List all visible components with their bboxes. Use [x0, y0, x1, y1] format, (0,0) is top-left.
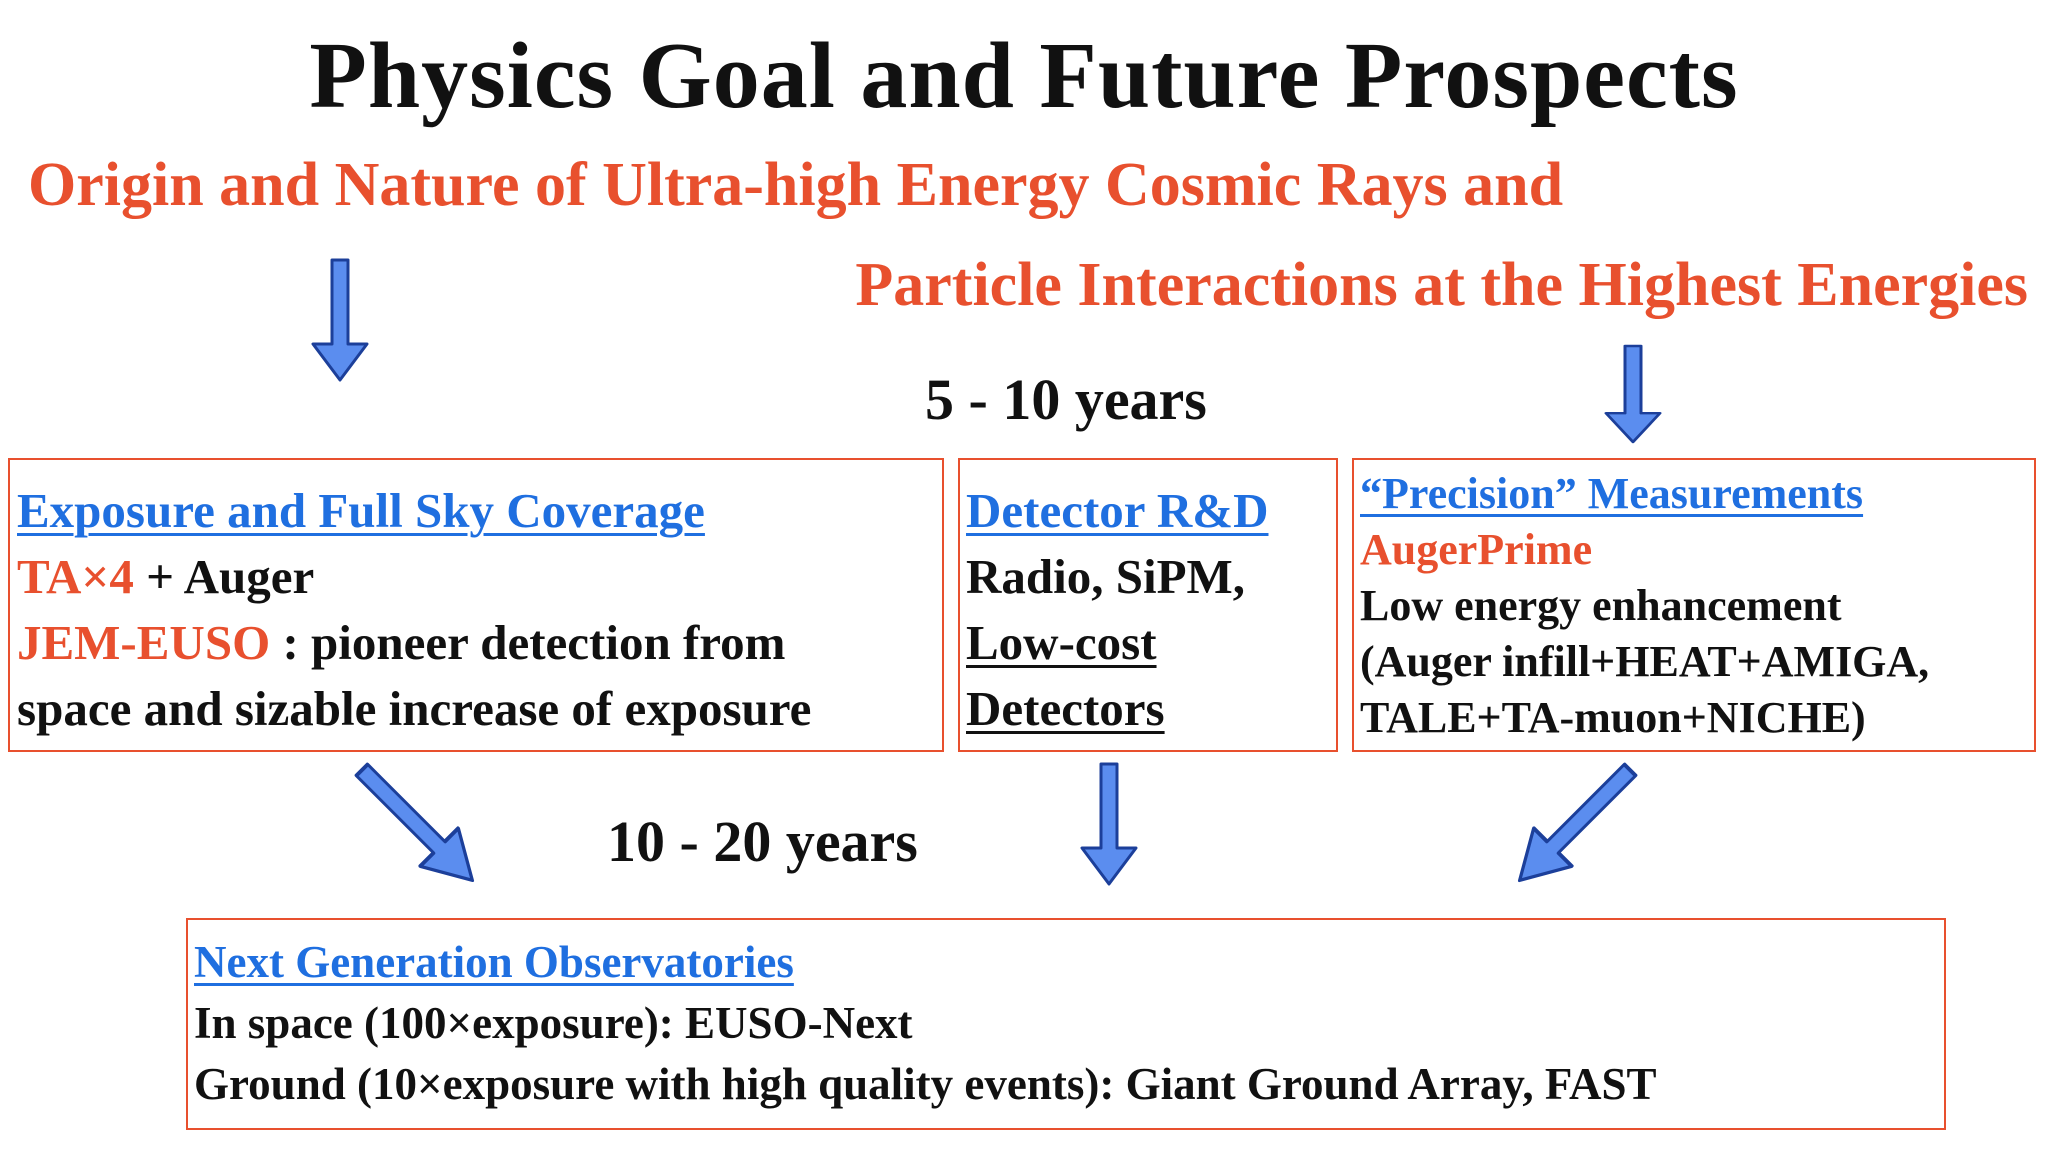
period-5-10-years: 5 - 10 years: [925, 367, 1207, 432]
subtitle-line-1: Origin and Nature of Ultra-high Energy C…: [28, 151, 1564, 219]
period-10-20-years: 10 - 20 years: [607, 809, 918, 874]
next-line-ground: Ground (10×exposure with high quality ev…: [194, 1059, 1657, 1109]
box-exposure: Exposure and Full Sky Coverage TA×4 + Au…: [8, 458, 944, 752]
precision-heading: “Precision” Measurements: [1360, 469, 1864, 518]
precision-line-auger-infill: (Auger infill+HEAT+AMIGA,: [1360, 637, 1930, 686]
slide-title: Physics Goal and Future Prospects: [309, 24, 1739, 128]
arrow-to-exposure: [311, 258, 369, 382]
box-detector: Detector R&D Radio, SiPM, Low-cost Detec…: [958, 458, 1338, 752]
precision-augerprime: AugerPrime: [1360, 525, 1593, 574]
exposure-heading: Exposure and Full Sky Coverage: [17, 483, 705, 538]
subtitle-line-2: Particle Interactions at the Highest Ene…: [855, 251, 2028, 319]
next-heading: Next Generation Observatories: [194, 937, 794, 987]
box-precision: “Precision” Measurements AugerPrime Low …: [1352, 458, 2036, 752]
detector-line-detectors: Detectors: [966, 681, 1165, 736]
precision-line-tale: TALE+TA-muon+NICHE): [1360, 693, 1866, 742]
arrow-exposure-to-next: [341, 749, 494, 902]
exposure-line-ta: TA×4 + Auger: [17, 544, 314, 610]
next-line-space: In space (100×exposure): EUSO-Next: [194, 998, 913, 1048]
arrow-to-precision: [1604, 344, 1662, 444]
arrow-precision-to-next: [1498, 749, 1651, 902]
detector-heading: Detector R&D: [966, 483, 1269, 538]
precision-line-low-energy: Low energy enhancement: [1360, 581, 1842, 630]
jem-rest: : pioneer detection from: [270, 615, 786, 670]
detector-line-radio: Radio, SiPM,: [966, 549, 1246, 604]
detector-line-lowcost: Low-cost: [966, 615, 1157, 670]
jem-label: JEM-EUSO: [17, 615, 271, 670]
exposure-line-space: space and sizable increase of exposure: [17, 681, 812, 736]
arrow-detector-to-next: [1080, 762, 1138, 886]
ta-label: TA×4: [17, 549, 134, 604]
exposure-line-jem: JEM-EUSO : pioneer detection from: [17, 610, 785, 676]
ta-rest: + Auger: [133, 549, 315, 604]
box-next-generation: Next Generation Observatories In space (…: [186, 918, 1946, 1130]
